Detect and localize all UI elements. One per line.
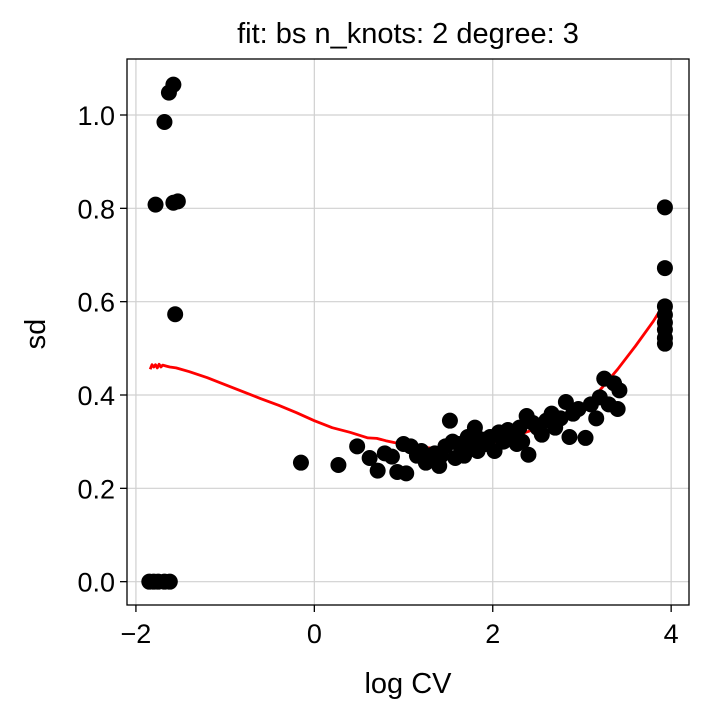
data-point [330,457,347,473]
data-point [611,382,628,399]
data-point [656,260,673,277]
x-axis-ticks: −2 0 2 4 [121,605,679,649]
data-point [169,193,186,210]
data-point [156,114,173,130]
data-point [609,401,626,417]
chart-title: fit: bs n_knots: 2 degree: 3 [237,18,579,50]
data-point [520,446,537,463]
data-point [167,306,184,323]
data-point [361,450,378,466]
data-point [570,401,587,417]
data-point [656,199,673,216]
data-point [398,465,415,482]
data-point [514,433,531,450]
y-tick-label: 0.6 [77,288,115,318]
data-point [588,410,605,427]
data-point [349,438,366,455]
plot-frame [126,58,690,606]
data-point [656,335,673,352]
data-points [141,76,673,590]
x-tick-label: 2 [485,619,500,649]
y-axis-label: sd [20,319,52,350]
data-point [147,196,164,213]
y-tick-label: 0.2 [77,474,115,504]
data-point [552,410,569,427]
y-tick-label: 0.8 [77,194,115,224]
data-point [557,394,574,410]
data-point [160,84,177,101]
data-point [441,412,458,429]
data-point [511,419,528,436]
y-tick-label: 0.4 [77,381,115,411]
data-point [161,573,178,590]
x-tick-label: −2 [121,619,152,649]
x-axis-label: log CV [364,668,452,700]
y-tick-label: 1.0 [77,101,115,131]
y-tick-label: 0.0 [77,568,115,598]
data-point [561,429,578,445]
data-point [533,426,550,443]
x-tick-label: 4 [664,619,679,649]
data-point [369,462,386,479]
y-axis-ticks: 0.0 0.2 0.4 0.6 0.8 1.0 [77,101,127,598]
data-point [383,448,400,465]
data-point [292,454,309,471]
x-tick-label: 0 [307,619,322,649]
data-point [577,429,594,446]
